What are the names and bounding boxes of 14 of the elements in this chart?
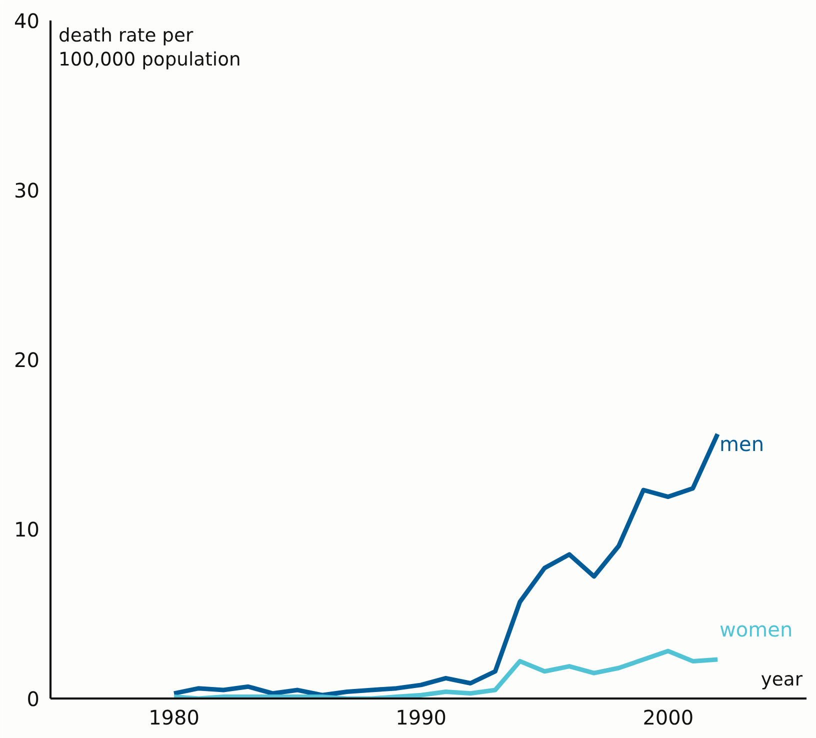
series-label: men: [720, 432, 764, 456]
x-tick-label: 2000: [642, 706, 694, 730]
y-tick-label: 10: [14, 518, 40, 542]
x-tick-label: 1990: [396, 706, 447, 730]
y-tick-label: 20: [14, 348, 40, 372]
line-series: [172, 648, 720, 698]
y-axis-title: death rate per 100,000 population: [58, 26, 241, 70]
y-tick-label: 40: [14, 9, 40, 33]
y-tick-label: 0: [26, 687, 40, 711]
y-tick-label: 30: [14, 178, 40, 202]
line-series: [172, 432, 720, 698]
x-axis-title: year: [760, 670, 803, 690]
series-label: women: [720, 618, 793, 642]
x-tick-label: 1980: [148, 706, 200, 730]
